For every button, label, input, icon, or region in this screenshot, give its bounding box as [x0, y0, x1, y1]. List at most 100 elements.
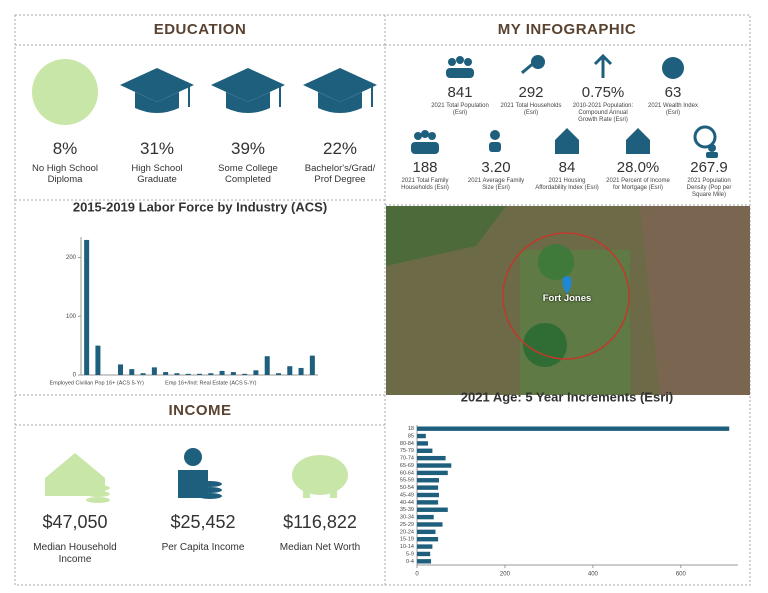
y-tick-label: 70-74 [400, 456, 414, 462]
y-tick-label: 45-49 [400, 492, 414, 498]
stat-label: 2010-2021 Population: Compound Annual Gr… [572, 103, 634, 123]
y-tick-label: 55-59 [400, 478, 414, 484]
stat-label: Bachelor's/Grad/ Prof Degree [304, 163, 376, 185]
income-icons [45, 448, 348, 503]
stat-label: 2021 Wealth Index (Esri) [648, 103, 698, 116]
bar [309, 355, 315, 375]
bar [417, 448, 433, 453]
y-tick-label: 0 [73, 373, 77, 379]
stat-value: 8% [52, 139, 78, 158]
stat-value: 841 [447, 84, 473, 101]
map [386, 206, 750, 395]
bar [253, 370, 259, 375]
stat-label: No High School Diploma [31, 163, 98, 185]
stat-value: $116,822 [283, 512, 357, 532]
bar [298, 367, 304, 375]
bar [417, 507, 448, 512]
stat-label: Median Household Income [33, 542, 117, 565]
bar [417, 463, 452, 468]
stat-value: 3.20 [481, 159, 511, 176]
bar [417, 559, 432, 564]
y-tick-label: 10-14 [400, 544, 414, 550]
bar [417, 551, 431, 557]
stat-value: $47,050 [42, 512, 108, 532]
bar [208, 373, 214, 375]
stat-label: 2021 Population Density (Pop per Square … [686, 178, 732, 198]
stat-label: Median Net Worth [279, 542, 361, 553]
stat-label: 2021 Total Family Households (Esri) [401, 178, 449, 191]
bar [417, 529, 436, 535]
stat-value: 267.9 [690, 159, 728, 176]
bar [242, 373, 248, 375]
bar [417, 522, 443, 527]
y-tick-label: 25-29 [400, 522, 414, 528]
bar [230, 372, 236, 375]
y-tick-label: 40-44 [400, 500, 414, 506]
bar [417, 544, 433, 549]
bar [129, 369, 135, 375]
stat-value: 292 [518, 84, 544, 101]
chart-title: 2015-2019 Labor Force by Industry (ACS) [73, 199, 327, 214]
bar [417, 470, 448, 476]
bar [417, 478, 439, 483]
y-tick-label: 35-39 [400, 507, 414, 513]
x-tick-label: 200 [500, 572, 511, 578]
bar [197, 373, 202, 375]
bar [417, 500, 439, 505]
bar [417, 537, 439, 542]
y-tick-label: 75-79 [400, 448, 414, 454]
bar [95, 345, 101, 375]
section-title: MY INFOGRAPHIC [497, 21, 637, 38]
stat-value: $25,452 [170, 512, 236, 532]
bar [417, 492, 439, 498]
y-tick-label: 15-19 [400, 537, 414, 543]
stat-label: 2021 Total Households (Esri) [500, 103, 562, 116]
map-label: Fort Jones [542, 293, 592, 304]
stat-value: 0.75% [581, 84, 625, 101]
x-tick-label: Emp 16+/Ind: Real Estate (ACS 5-Yr) [165, 380, 256, 386]
education-icons [32, 59, 377, 125]
bar [151, 367, 157, 375]
stat-label: Some College Completed [218, 163, 278, 185]
bar [417, 426, 730, 431]
section-title: INCOME [168, 402, 232, 419]
bar [417, 514, 434, 520]
y-tick-label: 18 [408, 426, 414, 432]
y-tick-label: 65-69 [400, 463, 414, 469]
bar [417, 485, 439, 490]
stat-label: 2021 Total Population (Esri) [431, 103, 489, 116]
bar [84, 239, 90, 375]
stat-label: High School Graduate [131, 163, 183, 185]
chart-title: 2021 Age: 5 Year Increments (Esri) [461, 389, 673, 404]
bar [140, 373, 146, 375]
stat-value: 39% [230, 139, 266, 158]
stat-value: 63 [664, 84, 682, 101]
y-tick-label: 50-54 [400, 485, 414, 491]
x-tick-label: 600 [676, 572, 687, 578]
stat-label: 2021 Percent of Income for Mortgage (Esr… [606, 178, 670, 191]
y-tick-label: 80-84 [400, 441, 414, 447]
stat-value: 188 [412, 159, 438, 176]
x-tick-label: Employed Civilian Pop 16+ (ACS 5-Yr) [49, 380, 143, 386]
y-tick-label: 100 [66, 314, 77, 320]
y-tick-label: 20-24 [400, 529, 414, 535]
bar [417, 455, 446, 461]
stat-value: 28.0% [616, 159, 660, 176]
stat-label: 2021 Average Family Size (Esri) [467, 178, 525, 191]
y-tick-label: 30-34 [400, 515, 414, 521]
bar [118, 364, 123, 375]
bar [417, 433, 426, 439]
stat-label: Per Capita Income [161, 542, 245, 553]
bar [185, 373, 191, 375]
y-tick-label: 5-9 [406, 551, 414, 557]
infographic-icons [411, 53, 718, 158]
stat-value: 84 [558, 159, 576, 176]
y-tick-label: 85 [408, 434, 414, 440]
y-tick-label: 200 [66, 255, 77, 261]
bar [417, 441, 428, 446]
x-tick-label: 0 [415, 572, 419, 578]
x-tick-label: 400 [588, 572, 599, 578]
stat-value: 22% [322, 139, 358, 158]
